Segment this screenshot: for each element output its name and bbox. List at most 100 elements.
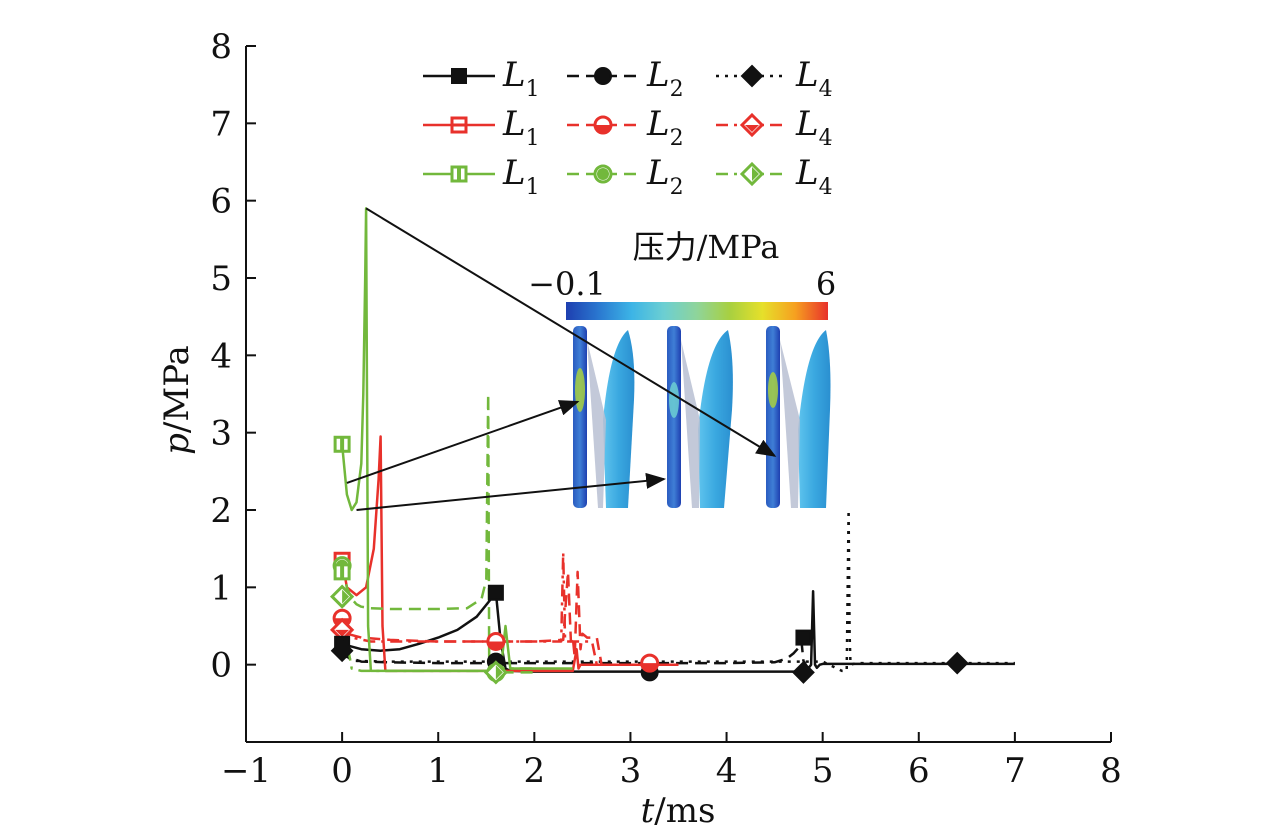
y-tick-label: 8 xyxy=(210,27,232,67)
legend-label: L2 xyxy=(646,104,684,151)
spray-3 xyxy=(798,330,831,508)
legend-label-sub: 1 xyxy=(526,126,540,151)
legend-entry: L1 xyxy=(423,104,540,151)
x-tick-label: 8 xyxy=(1100,751,1122,791)
ticks xyxy=(245,45,1112,742)
y-tick-label: 5 xyxy=(210,259,232,299)
inset: 压力/MPa −0.1 6 xyxy=(528,228,836,508)
series-marker-diamond xyxy=(739,161,765,187)
annotation-arrows xyxy=(346,207,777,511)
legend-label-main: L xyxy=(795,104,819,144)
series-marker-square xyxy=(795,629,812,646)
gas-wedge-3 xyxy=(780,340,800,508)
legend-label: L1 xyxy=(502,104,540,151)
annotation-arrow-3 xyxy=(365,207,777,457)
series-marker-diamond xyxy=(330,639,354,663)
y-tick-label: 3 xyxy=(210,414,232,454)
series-line-2 xyxy=(341,640,814,674)
series-marker-square xyxy=(333,435,351,453)
annotation-arrow-1 xyxy=(346,400,580,484)
colorbar-title: 压力/MPa xyxy=(633,228,780,266)
series-marker-diamond xyxy=(792,660,815,684)
series-line-5 xyxy=(340,570,679,666)
marker-layer xyxy=(329,435,969,685)
legend-label-main: L xyxy=(646,55,670,95)
x-tick-label: 7 xyxy=(1004,751,1026,791)
legend-label-sub: 1 xyxy=(526,77,540,102)
legend-label: L1 xyxy=(502,153,540,200)
x-tick-label: 6 xyxy=(908,751,930,791)
liquid-jet-1 xyxy=(573,326,587,508)
legend-label-sub: 2 xyxy=(670,175,684,200)
y-axis-unit: /MPa xyxy=(157,345,197,433)
simulation-snapshots xyxy=(573,326,831,508)
legend-label-main: L xyxy=(502,104,526,144)
x-tick-label: 0 xyxy=(331,751,353,791)
snapshot-2 xyxy=(667,326,733,508)
colorbar-max-label: 6 xyxy=(816,265,836,303)
jet-tip-3 xyxy=(768,372,778,408)
legend-label-sub: 2 xyxy=(670,77,684,102)
y-tick-label: 0 xyxy=(210,646,232,686)
series-marker-diamond xyxy=(740,64,764,88)
series-marker-square xyxy=(487,584,504,601)
legend-entry: L2 xyxy=(567,104,684,151)
legend-label-sub: 4 xyxy=(819,175,833,200)
series-marker-diamond xyxy=(483,660,509,685)
legend-label-sub: 1 xyxy=(526,175,540,200)
series-marker-square xyxy=(450,165,468,183)
legend-entry: L1 xyxy=(423,153,540,200)
x-tick-label: −1 xyxy=(221,751,271,791)
legend-entry: L2 xyxy=(567,55,684,102)
y-tick-label: 4 xyxy=(210,336,232,376)
y-axis-var: p xyxy=(157,433,197,455)
legend-entry: L4 xyxy=(716,55,833,102)
y-tick-label: 1 xyxy=(210,568,232,608)
jet-tip-2 xyxy=(669,382,679,418)
legend-label: L4 xyxy=(795,55,833,102)
series-marker-circle xyxy=(593,164,613,184)
x-tick-label: 4 xyxy=(716,751,738,791)
series-line-3 xyxy=(341,508,1015,673)
tick-labels: −1 0 1 2 3 4 5 6 7 8 8 7 6 5 4 3 2 1 0 xyxy=(210,27,1121,791)
jet-tip-1 xyxy=(575,368,585,412)
series-marker-diamond xyxy=(329,584,355,609)
legend-label-main: L xyxy=(646,153,670,193)
y-axis-label: p/MPa xyxy=(157,345,197,455)
x-axis-unit: /ms xyxy=(654,791,715,831)
y-tick-label: 2 xyxy=(210,491,232,531)
series-marker-square xyxy=(450,116,468,134)
legend-entry: L2 xyxy=(567,153,684,200)
legend-label-main: L xyxy=(502,153,526,193)
legend-entry: L1 xyxy=(423,55,540,102)
series-line-7 xyxy=(340,207,573,673)
series-marker-square xyxy=(333,563,351,581)
series-marker-square xyxy=(451,68,467,84)
snapshot-3 xyxy=(766,326,831,508)
legend-label-main: L xyxy=(646,104,670,144)
legend-label-sub: 4 xyxy=(819,126,833,151)
series-marker-diamond xyxy=(945,651,969,675)
colorbar xyxy=(566,302,828,320)
legend-label: L1 xyxy=(502,55,540,102)
legend-label-sub: 4 xyxy=(819,77,833,102)
legend-label-sub: 2 xyxy=(670,126,684,151)
liquid-jet-3 xyxy=(766,326,780,508)
colorbar-min-label: −0.1 xyxy=(528,265,606,303)
legend-label-main: L xyxy=(502,55,526,95)
annotation-arrow-2 xyxy=(356,472,667,511)
series-marker-circle xyxy=(486,631,506,651)
legend-entry: L4 xyxy=(716,153,833,200)
legend-label-main: L xyxy=(795,55,819,95)
series-layer xyxy=(340,207,1015,674)
x-axis-var: t xyxy=(641,791,655,831)
axes xyxy=(245,46,1111,743)
gas-wedge-1 xyxy=(587,340,606,508)
x-tick-label: 5 xyxy=(812,751,834,791)
y-tick-label: 6 xyxy=(210,182,232,222)
snapshot-1 xyxy=(573,326,635,508)
x-tick-label: 2 xyxy=(524,751,546,791)
spray-1 xyxy=(603,330,635,508)
x-axis-label: t/ms xyxy=(641,791,716,831)
